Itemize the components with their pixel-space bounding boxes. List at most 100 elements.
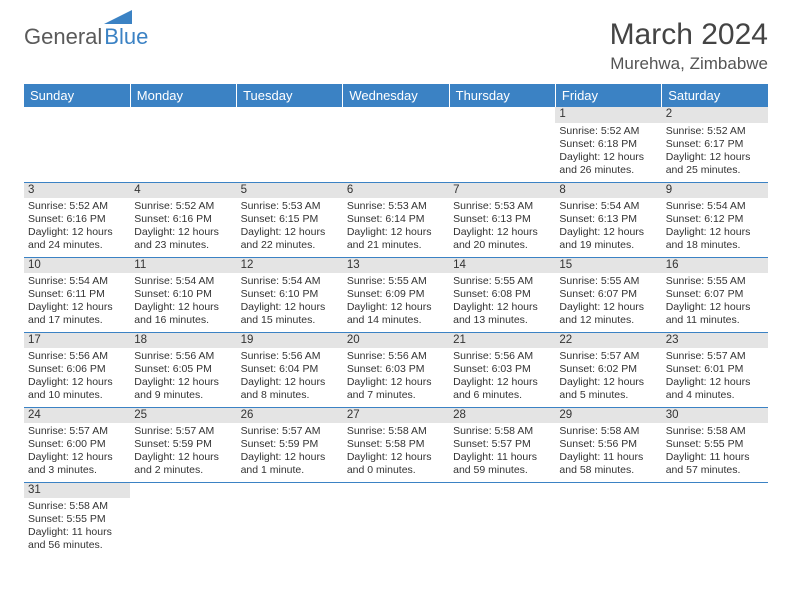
day-number-cell: 16 bbox=[662, 257, 768, 273]
page-title: March 2024 bbox=[610, 18, 768, 52]
day-number-cell bbox=[449, 107, 555, 123]
day-number-cell bbox=[449, 482, 555, 498]
day-number-cell bbox=[237, 482, 343, 498]
day-number-cell: 3 bbox=[24, 182, 130, 198]
daylight-text: Daylight: 12 hours and 9 minutes. bbox=[134, 376, 232, 402]
day-number-cell: 26 bbox=[237, 407, 343, 423]
sunset-text: Sunset: 5:58 PM bbox=[347, 438, 445, 451]
day-number-cell: 15 bbox=[555, 257, 661, 273]
day-details-cell: Sunrise: 5:53 AMSunset: 6:14 PMDaylight:… bbox=[343, 198, 449, 257]
day-details-cell: Sunrise: 5:54 AMSunset: 6:10 PMDaylight:… bbox=[130, 273, 236, 332]
daylight-text: Daylight: 12 hours and 5 minutes. bbox=[559, 376, 657, 402]
daylight-text: Daylight: 12 hours and 1 minute. bbox=[241, 451, 339, 477]
daynum-row: 12 bbox=[24, 107, 768, 123]
day-number-cell: 22 bbox=[555, 332, 661, 348]
day-details-cell bbox=[24, 123, 130, 182]
day-details-cell: Sunrise: 5:56 AMSunset: 6:04 PMDaylight:… bbox=[237, 348, 343, 407]
sunrise-text: Sunrise: 5:57 AM bbox=[134, 425, 232, 438]
daylight-text: Daylight: 11 hours and 57 minutes. bbox=[666, 451, 764, 477]
daynum-row: 10111213141516 bbox=[24, 257, 768, 273]
sunrise-text: Sunrise: 5:52 AM bbox=[28, 200, 126, 213]
sunrise-text: Sunrise: 5:56 AM bbox=[241, 350, 339, 363]
title-block: March 2024 Murehwa, Zimbabwe bbox=[610, 18, 768, 74]
day-number-cell: 30 bbox=[662, 407, 768, 423]
day-number-cell: 2 bbox=[662, 107, 768, 123]
daylight-text: Daylight: 12 hours and 12 minutes. bbox=[559, 301, 657, 327]
day-number-cell: 9 bbox=[662, 182, 768, 198]
day-details-cell: Sunrise: 5:57 AMSunset: 5:59 PMDaylight:… bbox=[130, 423, 236, 482]
daylight-text: Daylight: 12 hours and 7 minutes. bbox=[347, 376, 445, 402]
daylight-text: Daylight: 11 hours and 56 minutes. bbox=[28, 526, 126, 552]
day-number-cell: 31 bbox=[24, 482, 130, 498]
sunset-text: Sunset: 6:18 PM bbox=[559, 138, 657, 151]
day-details-cell bbox=[237, 498, 343, 557]
daylight-text: Daylight: 12 hours and 4 minutes. bbox=[666, 376, 764, 402]
sunrise-text: Sunrise: 5:52 AM bbox=[559, 125, 657, 138]
day-details-cell: Sunrise: 5:56 AMSunset: 6:06 PMDaylight:… bbox=[24, 348, 130, 407]
details-row: Sunrise: 5:56 AMSunset: 6:06 PMDaylight:… bbox=[24, 348, 768, 407]
sunrise-text: Sunrise: 5:54 AM bbox=[28, 275, 126, 288]
sunrise-text: Sunrise: 5:54 AM bbox=[559, 200, 657, 213]
daynum-row: 31 bbox=[24, 482, 768, 498]
brand-logo: GeneralBlue bbox=[24, 18, 148, 50]
sunset-text: Sunset: 5:59 PM bbox=[134, 438, 232, 451]
sunset-text: Sunset: 5:56 PM bbox=[559, 438, 657, 451]
day-details-cell: Sunrise: 5:54 AMSunset: 6:11 PMDaylight:… bbox=[24, 273, 130, 332]
day-number-cell: 10 bbox=[24, 257, 130, 273]
daynum-row: 24252627282930 bbox=[24, 407, 768, 423]
day-number-cell: 24 bbox=[24, 407, 130, 423]
sunrise-text: Sunrise: 5:58 AM bbox=[559, 425, 657, 438]
sunrise-text: Sunrise: 5:57 AM bbox=[666, 350, 764, 363]
daynum-row: 17181920212223 bbox=[24, 332, 768, 348]
sunset-text: Sunset: 6:06 PM bbox=[28, 363, 126, 376]
daylight-text: Daylight: 12 hours and 14 minutes. bbox=[347, 301, 445, 327]
sunset-text: Sunset: 6:12 PM bbox=[666, 213, 764, 226]
day-number-cell: 5 bbox=[237, 182, 343, 198]
day-number-cell bbox=[237, 107, 343, 123]
sunset-text: Sunset: 5:55 PM bbox=[666, 438, 764, 451]
day-details-cell: Sunrise: 5:58 AMSunset: 5:58 PMDaylight:… bbox=[343, 423, 449, 482]
daylight-text: Daylight: 12 hours and 16 minutes. bbox=[134, 301, 232, 327]
day-details-cell: Sunrise: 5:58 AMSunset: 5:56 PMDaylight:… bbox=[555, 423, 661, 482]
sunrise-text: Sunrise: 5:52 AM bbox=[134, 200, 232, 213]
logo-text-general: General bbox=[24, 24, 102, 50]
day-number-cell: 18 bbox=[130, 332, 236, 348]
day-number-cell: 28 bbox=[449, 407, 555, 423]
daylight-text: Daylight: 12 hours and 15 minutes. bbox=[241, 301, 339, 327]
day-number-cell: 27 bbox=[343, 407, 449, 423]
day-details-cell: Sunrise: 5:57 AMSunset: 5:59 PMDaylight:… bbox=[237, 423, 343, 482]
day-details-cell: Sunrise: 5:58 AMSunset: 5:55 PMDaylight:… bbox=[24, 498, 130, 557]
day-details-cell: Sunrise: 5:56 AMSunset: 6:03 PMDaylight:… bbox=[449, 348, 555, 407]
daylight-text: Daylight: 12 hours and 6 minutes. bbox=[453, 376, 551, 402]
sunrise-text: Sunrise: 5:55 AM bbox=[347, 275, 445, 288]
sunrise-text: Sunrise: 5:53 AM bbox=[241, 200, 339, 213]
daylight-text: Daylight: 11 hours and 59 minutes. bbox=[453, 451, 551, 477]
sunrise-text: Sunrise: 5:56 AM bbox=[453, 350, 551, 363]
sunset-text: Sunset: 6:01 PM bbox=[666, 363, 764, 376]
sunset-text: Sunset: 6:14 PM bbox=[347, 213, 445, 226]
sunrise-text: Sunrise: 5:54 AM bbox=[134, 275, 232, 288]
sunset-text: Sunset: 6:05 PM bbox=[134, 363, 232, 376]
weekday-header: Saturday bbox=[662, 84, 768, 107]
sunset-text: Sunset: 6:16 PM bbox=[28, 213, 126, 226]
sunset-text: Sunset: 6:09 PM bbox=[347, 288, 445, 301]
day-number-cell: 23 bbox=[662, 332, 768, 348]
daylight-text: Daylight: 12 hours and 10 minutes. bbox=[28, 376, 126, 402]
daylight-text: Daylight: 12 hours and 17 minutes. bbox=[28, 301, 126, 327]
day-details-cell: Sunrise: 5:55 AMSunset: 6:07 PMDaylight:… bbox=[662, 273, 768, 332]
sunset-text: Sunset: 6:13 PM bbox=[559, 213, 657, 226]
sunset-text: Sunset: 6:11 PM bbox=[28, 288, 126, 301]
day-number-cell: 29 bbox=[555, 407, 661, 423]
day-number-cell: 7 bbox=[449, 182, 555, 198]
sunset-text: Sunset: 6:04 PM bbox=[241, 363, 339, 376]
sunset-text: Sunset: 5:57 PM bbox=[453, 438, 551, 451]
sunrise-text: Sunrise: 5:54 AM bbox=[241, 275, 339, 288]
daylight-text: Daylight: 12 hours and 2 minutes. bbox=[134, 451, 232, 477]
day-number-cell: 12 bbox=[237, 257, 343, 273]
sunset-text: Sunset: 6:16 PM bbox=[134, 213, 232, 226]
details-row: Sunrise: 5:57 AMSunset: 6:00 PMDaylight:… bbox=[24, 423, 768, 482]
day-number-cell bbox=[130, 482, 236, 498]
day-number-cell: 19 bbox=[237, 332, 343, 348]
weekday-header: Tuesday bbox=[237, 84, 343, 107]
sunrise-text: Sunrise: 5:55 AM bbox=[453, 275, 551, 288]
